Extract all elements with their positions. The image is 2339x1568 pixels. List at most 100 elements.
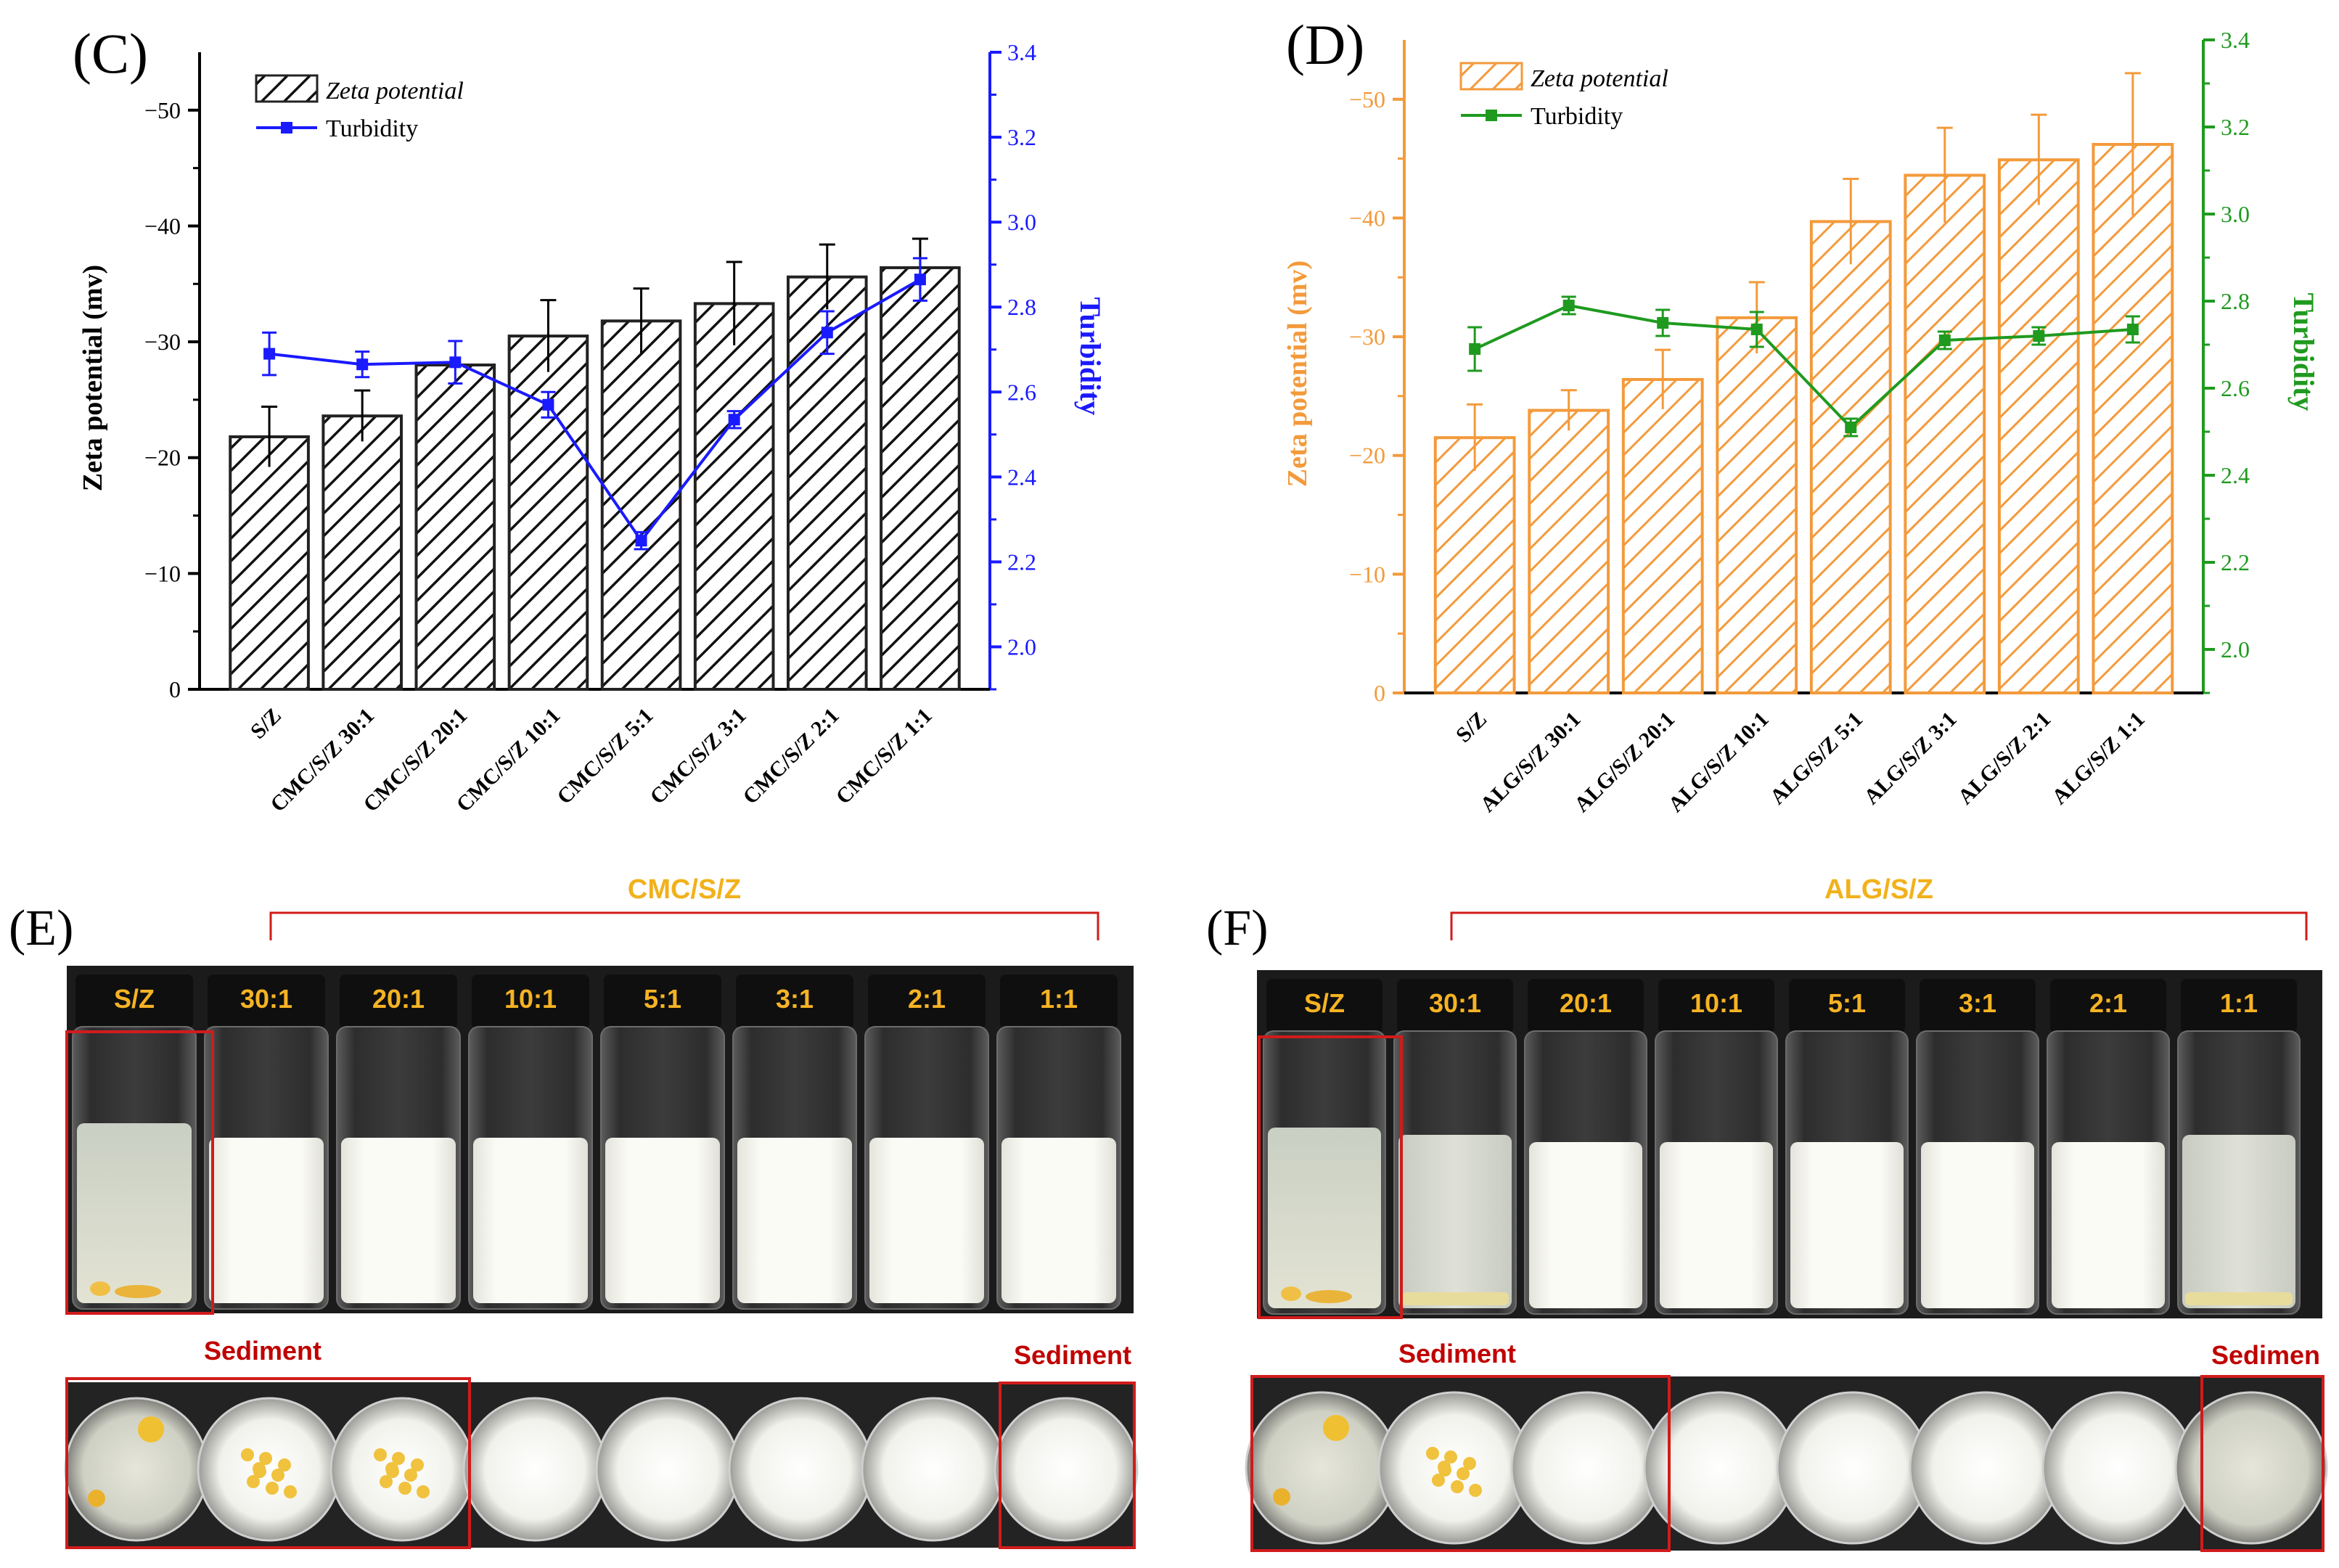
vial-cap xyxy=(1789,979,1905,1033)
y2-tick-label: 2.0 xyxy=(1007,633,1036,660)
tube-end xyxy=(462,1397,607,1542)
turbidity-point xyxy=(449,356,462,369)
y2-axis-title: Turbidity xyxy=(2287,292,2320,411)
bar xyxy=(1621,378,1704,694)
turbidity-point xyxy=(1750,324,1763,335)
vial-label: 10:1 xyxy=(504,984,557,1014)
y2-tick-label: 3.0 xyxy=(2221,201,2250,227)
bar xyxy=(880,266,961,691)
legend-label-turbidity: Turbidity xyxy=(326,115,418,142)
tube-sediment xyxy=(278,1458,291,1471)
tube-sediment xyxy=(385,1462,398,1475)
tube-sediment xyxy=(1451,1480,1464,1493)
turbidity-point xyxy=(1938,334,1951,346)
vial-liquid xyxy=(1529,1142,1642,1308)
x-tick-label: ALG/S/Z 20:1 xyxy=(1570,707,1679,817)
vial-cap xyxy=(75,974,193,1029)
bar xyxy=(2092,143,2174,694)
turbidity-point xyxy=(821,327,833,339)
vial-sediment xyxy=(1306,1290,1352,1303)
vial-cap xyxy=(1920,979,2036,1033)
vial-liquid xyxy=(1001,1138,1116,1303)
y-axis-title: Zeta potential (mv) xyxy=(78,265,108,491)
vial-cap xyxy=(604,974,721,1029)
vial-label: 1:1 xyxy=(1040,984,1078,1014)
bar xyxy=(321,414,404,691)
turbidity-point xyxy=(263,348,276,360)
tube-sediment xyxy=(1323,1415,1349,1441)
bar xyxy=(1528,409,1610,695)
bar xyxy=(1904,173,1986,694)
y-tick-label: 0 xyxy=(1374,680,1385,706)
y-axis-title: Zeta potential (mv) xyxy=(1282,260,1313,487)
legend-label-turbidity: Turbidity xyxy=(1531,103,1623,130)
vial-label: 2:1 xyxy=(2089,988,2127,1018)
vial-label: 30:1 xyxy=(1429,988,1481,1018)
x-tick-label: ALG/S/Z 2:1 xyxy=(1954,707,2056,810)
vial-cap xyxy=(472,974,589,1029)
tube-end xyxy=(728,1397,873,1542)
tube-end xyxy=(861,1397,1006,1542)
tube-sediment xyxy=(1432,1474,1445,1487)
vial-liquid xyxy=(473,1138,588,1303)
tube-sediment xyxy=(411,1458,424,1471)
y2-tick-label: 2.6 xyxy=(1007,379,1036,405)
bar xyxy=(1433,436,1516,694)
photo-panel-f: (F) ALG/S/Z S/Z 30:1 20:1 10:1 5:1 3:1 2:1 1:1 Sed… xyxy=(1206,874,2328,1552)
tube-sediment xyxy=(374,1448,387,1461)
panel-label: (E) xyxy=(9,900,73,956)
tube-end xyxy=(994,1397,1139,1542)
tube-end xyxy=(595,1397,740,1542)
vial-cap xyxy=(868,974,986,1029)
vial-cap xyxy=(340,974,457,1029)
tube-sediment xyxy=(247,1475,260,1488)
vial-liquid xyxy=(341,1138,456,1303)
y2-tick-label: 2.4 xyxy=(1007,464,1036,490)
sediment-label: Sediment xyxy=(1398,1339,1516,1368)
vial-liquid xyxy=(1268,1128,1381,1308)
vial-cap xyxy=(1266,979,1382,1033)
bar xyxy=(1809,220,1892,694)
turbidity-point xyxy=(2033,330,2045,342)
tube-sediment xyxy=(1273,1488,1290,1506)
bar xyxy=(414,364,496,691)
tube-sediment xyxy=(1463,1457,1476,1470)
turbidity-point xyxy=(1657,317,1669,329)
legend-swatch-zeta xyxy=(255,74,319,103)
y2-tick-label: 3.2 xyxy=(1007,124,1036,150)
vial-liquid xyxy=(2052,1142,2165,1308)
y2-tick-label: 2.6 xyxy=(2221,375,2250,401)
vial-label: S/Z xyxy=(114,984,155,1014)
y-tick-label: −10 xyxy=(1349,561,1385,587)
x-tick-label: ALG/S/Z 30:1 xyxy=(1475,707,1585,817)
y-tick-label: −50 xyxy=(1349,86,1385,112)
vial-label: 10:1 xyxy=(1690,988,1742,1018)
tube-sediment xyxy=(417,1485,430,1498)
y2-tick-label: 3.0 xyxy=(1007,209,1036,235)
vial-label: S/Z xyxy=(1304,988,1345,1018)
y-tick-label: −40 xyxy=(1349,205,1385,231)
vial-sediment xyxy=(90,1281,110,1296)
highlight-box-sz xyxy=(1258,1035,1403,1319)
vial-label: 5:1 xyxy=(1828,988,1866,1018)
sediment-box xyxy=(65,1377,471,1549)
tube-sediment xyxy=(1457,1467,1470,1480)
vial-cap xyxy=(1528,979,1644,1033)
tube-end xyxy=(1643,1391,1797,1545)
y2-tick-label: 2.4 xyxy=(2221,462,2250,488)
bar xyxy=(1716,316,1798,694)
vial-liquid xyxy=(1398,1135,1512,1308)
y2-tick-label: 2.0 xyxy=(2221,636,2250,662)
tube-end xyxy=(1909,1391,2063,1545)
vial-label: 20:1 xyxy=(1560,988,1612,1018)
vial-liquid xyxy=(605,1138,720,1303)
x-tick-label: CMC/S/Z 1:1 xyxy=(832,704,937,809)
turbidity-point xyxy=(1562,300,1575,311)
vial-liquid xyxy=(209,1138,324,1303)
turbidity-point xyxy=(635,535,647,547)
turbidity-point xyxy=(542,398,554,411)
y-tick-label: −30 xyxy=(1349,324,1385,350)
turbidity-point xyxy=(728,414,740,426)
